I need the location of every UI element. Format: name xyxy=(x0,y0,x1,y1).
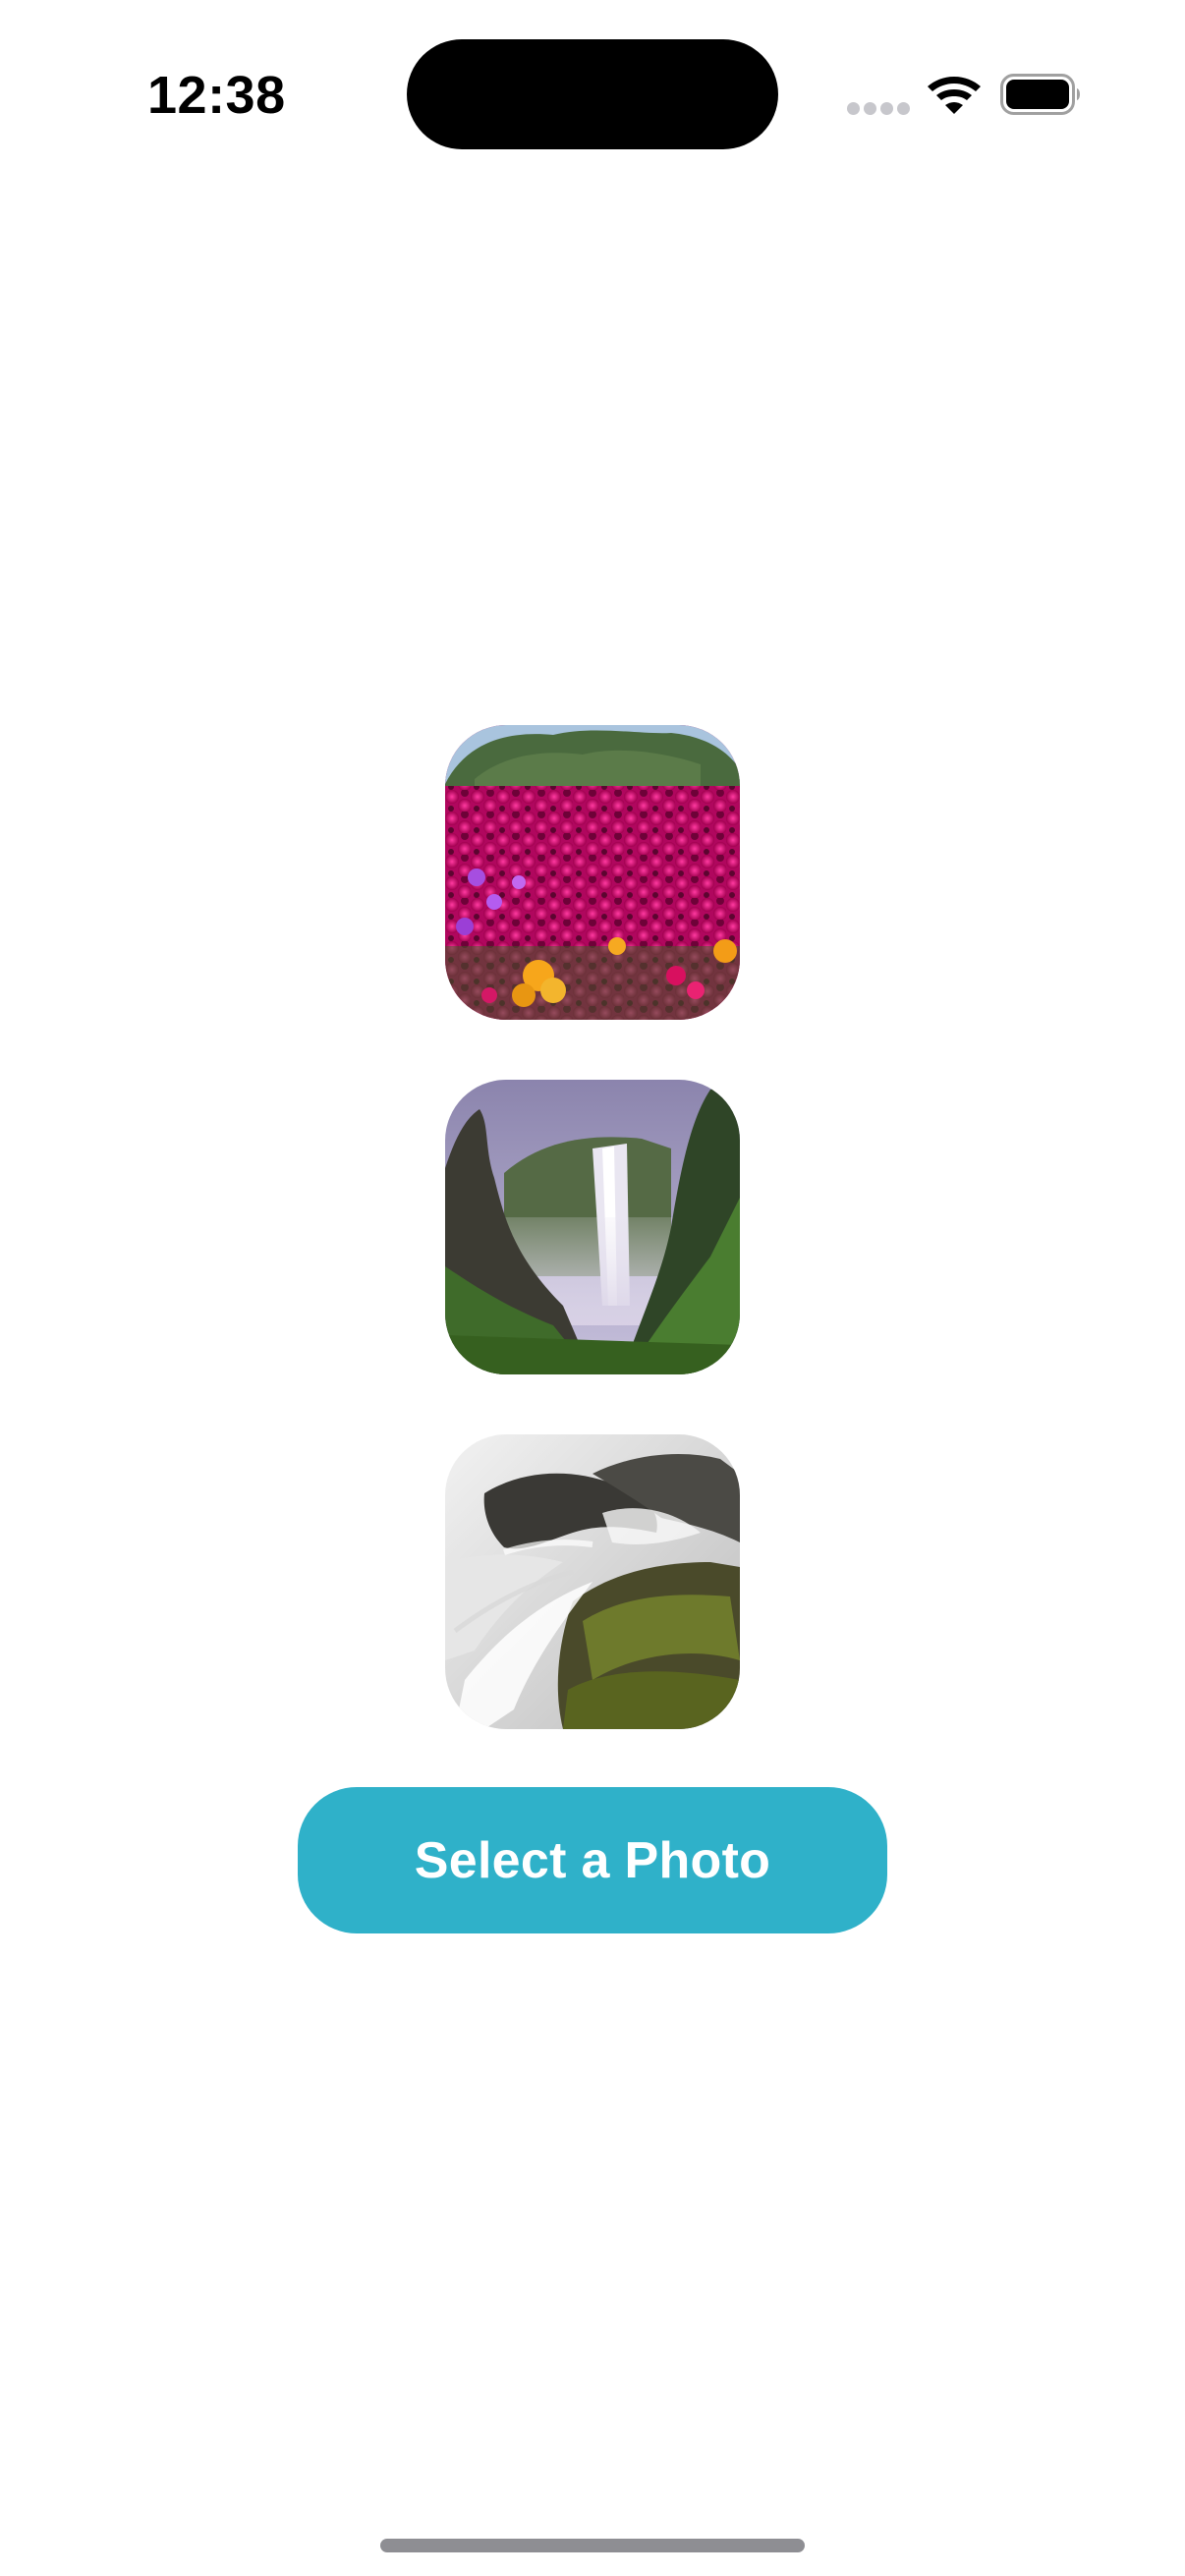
rapids-image xyxy=(445,1434,740,1729)
dynamic-island xyxy=(407,39,778,149)
flower-field-image xyxy=(445,725,740,1020)
home-indicator[interactable] xyxy=(380,2539,805,2552)
wifi-icon xyxy=(928,77,981,114)
waterfall-image xyxy=(445,1080,740,1374)
waterfall-photo[interactable] xyxy=(445,1080,740,1374)
rapids-photo[interactable] xyxy=(445,1434,740,1729)
flower-field-photo[interactable] xyxy=(445,725,740,1020)
status-time: 12:38 xyxy=(147,66,286,125)
select-photo-button[interactable]: Select a Photo xyxy=(298,1787,887,1933)
battery-icon xyxy=(1000,74,1080,115)
cellular-signal-icon xyxy=(847,102,910,116)
